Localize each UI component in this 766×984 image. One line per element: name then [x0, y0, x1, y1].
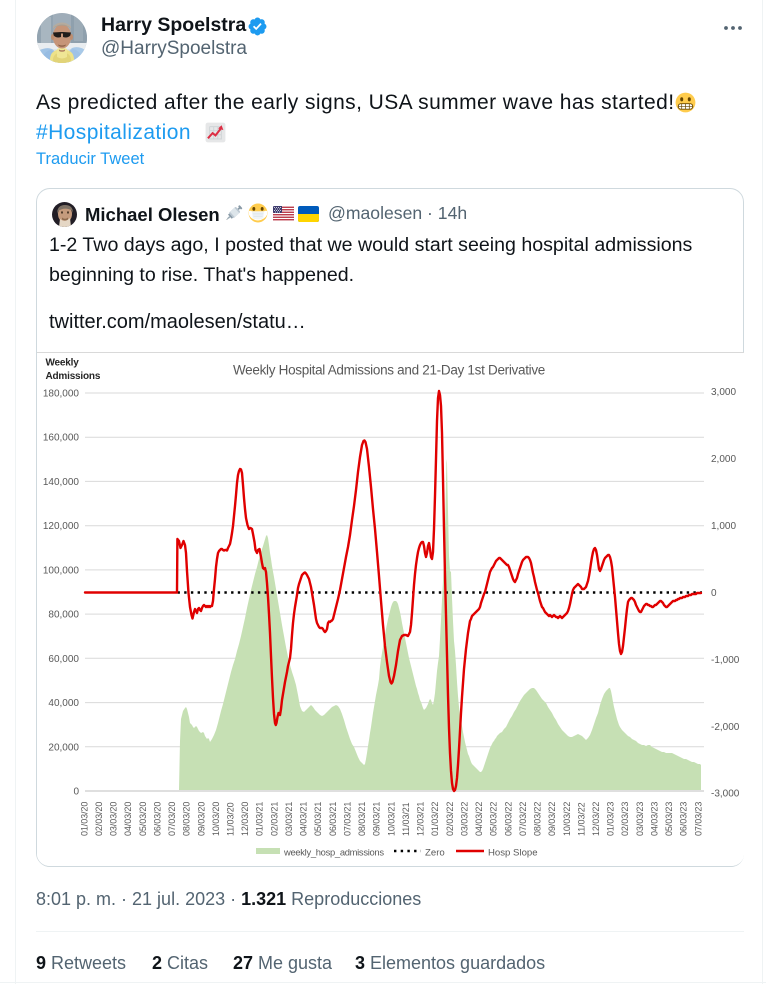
svg-text:07/03/20: 07/03/20: [167, 802, 177, 836]
svg-text:1,000: 1,000: [711, 521, 736, 532]
svg-text:Hosp Slope: Hosp Slope: [488, 848, 538, 859]
svg-text:20,000: 20,000: [48, 742, 79, 753]
svg-text:11/03/22: 11/03/22: [576, 802, 586, 836]
svg-text:05/03/20: 05/03/20: [138, 802, 148, 836]
svg-text:04/03/22: 04/03/22: [474, 802, 484, 836]
svg-text:07/03/21: 07/03/21: [343, 802, 353, 836]
svg-text:07/03/22: 07/03/22: [518, 802, 528, 836]
svg-text:11/03/21: 11/03/21: [401, 802, 411, 836]
svg-text:09/03/20: 09/03/20: [196, 802, 206, 836]
svg-text:Zero: Zero: [425, 848, 445, 859]
svg-text:03/03/23: 03/03/23: [635, 802, 645, 836]
svg-text:3,000: 3,000: [711, 387, 736, 398]
svg-text:05/03/22: 05/03/22: [489, 802, 499, 836]
svg-text:40,000: 40,000: [48, 698, 79, 709]
svg-text:09/03/21: 09/03/21: [372, 802, 382, 836]
svg-text:03/03/21: 03/03/21: [284, 802, 294, 836]
svg-text:12/03/20: 12/03/20: [240, 802, 250, 836]
svg-text:-1,000: -1,000: [711, 655, 740, 666]
svg-text:05/03/23: 05/03/23: [664, 802, 674, 836]
svg-text:12/03/21: 12/03/21: [416, 802, 426, 836]
svg-text:04/03/23: 04/03/23: [650, 802, 660, 836]
svg-text:08/03/20: 08/03/20: [182, 802, 192, 836]
svg-text:2,000: 2,000: [711, 454, 736, 465]
svg-text:07/03/23: 07/03/23: [693, 802, 703, 836]
svg-text:08/03/21: 08/03/21: [357, 802, 367, 836]
svg-text:-3,000: -3,000: [711, 789, 740, 800]
svg-text:05/03/21: 05/03/21: [313, 802, 323, 836]
svg-text:80,000: 80,000: [48, 610, 79, 621]
svg-text:60,000: 60,000: [48, 654, 79, 665]
svg-text:02/03/22: 02/03/22: [445, 802, 455, 836]
svg-text:11/03/20: 11/03/20: [226, 802, 236, 836]
svg-text:06/03/20: 06/03/20: [152, 802, 162, 836]
svg-text:03/03/22: 03/03/22: [459, 802, 469, 836]
svg-text:08/03/22: 08/03/22: [533, 802, 543, 836]
svg-text:120,000: 120,000: [43, 521, 80, 532]
svg-text:180,000: 180,000: [43, 389, 80, 400]
svg-text:01/03/23: 01/03/23: [606, 802, 616, 836]
svg-text:02/03/23: 02/03/23: [620, 802, 630, 836]
svg-text:04/03/20: 04/03/20: [123, 802, 133, 836]
svg-text:02/03/21: 02/03/21: [269, 802, 279, 836]
svg-text:10/03/21: 10/03/21: [386, 802, 396, 836]
svg-text:100,000: 100,000: [43, 565, 80, 576]
svg-text:04/03/21: 04/03/21: [299, 802, 309, 836]
svg-text:160,000: 160,000: [43, 433, 80, 444]
svg-text:140,000: 140,000: [43, 477, 80, 488]
svg-text:weekly_hosp_admissions: weekly_hosp_admissions: [283, 847, 384, 858]
svg-text:Weekly Hospital Admissions and: Weekly Hospital Admissions and 21-Day 1s…: [233, 363, 545, 378]
svg-text:01/03/20: 01/03/20: [79, 802, 89, 836]
svg-text:09/03/22: 09/03/22: [547, 802, 557, 836]
svg-text:10/03/20: 10/03/20: [211, 802, 221, 836]
svg-text:06/03/21: 06/03/21: [328, 802, 338, 836]
svg-text:01/03/22: 01/03/22: [430, 802, 440, 836]
svg-text:Weekly: Weekly: [46, 358, 80, 369]
svg-text:10/03/22: 10/03/22: [562, 802, 572, 836]
svg-text:0: 0: [711, 588, 717, 599]
svg-text:0: 0: [73, 787, 79, 798]
svg-text:03/03/20: 03/03/20: [109, 802, 119, 836]
svg-text:02/03/20: 02/03/20: [94, 802, 104, 836]
svg-text:-2,000: -2,000: [711, 722, 740, 733]
svg-text:01/03/21: 01/03/21: [255, 802, 265, 836]
svg-text:06/03/22: 06/03/22: [503, 802, 513, 836]
svg-text:12/03/22: 12/03/22: [591, 802, 601, 836]
svg-text:06/03/23: 06/03/23: [679, 802, 689, 836]
svg-text:Admissions: Admissions: [46, 371, 101, 382]
